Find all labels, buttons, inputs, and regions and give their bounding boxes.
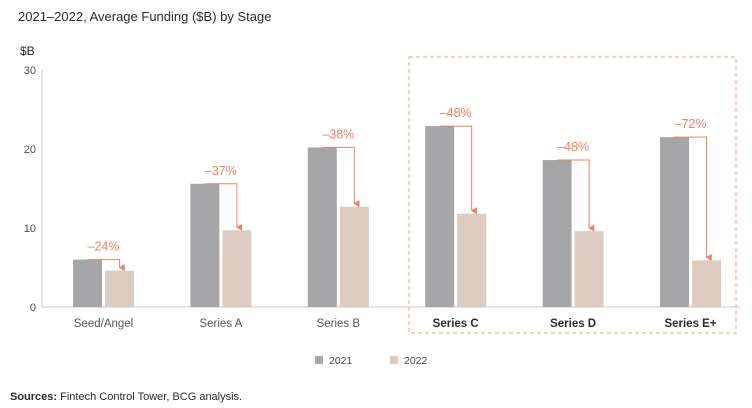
x-axis: Seed/Angel Series A Series B Series C Series…	[74, 318, 717, 330]
legend-label: 2021	[329, 355, 353, 367]
bar-2021	[542, 160, 572, 307]
bar-2022	[457, 213, 487, 307]
change-arrow	[204, 183, 243, 231]
chart-title: 2021–2022, Average Funding ($B) by Stage	[18, 9, 271, 24]
y-tick-label: 0	[30, 302, 36, 314]
y-axis: 0 10 20 30	[24, 65, 740, 314]
x-tick-label: Series D	[550, 318, 596, 330]
highlight-box	[408, 56, 737, 334]
change-label: –48%	[557, 140, 589, 154]
change-arrow	[322, 146, 360, 208]
bar-2021	[660, 137, 689, 307]
bars-layer	[73, 126, 721, 307]
legend-label: 2022	[404, 355, 428, 367]
legend-swatch	[315, 356, 323, 364]
x-tick-label: Series A	[199, 318, 242, 330]
legend-swatch	[390, 356, 398, 364]
bar-2022	[222, 230, 252, 307]
change-label: –72%	[675, 117, 707, 131]
change-label: –37%	[205, 164, 237, 178]
change-annotations: –24% –37% –38% –48% –48% –72%	[87, 106, 712, 272]
y-tick-label: 20	[24, 144, 36, 156]
source-note: Sources: Fintech Control Tower, BCG anal…	[10, 391, 242, 403]
change-label: –48%	[440, 106, 472, 120]
x-tick-label: Series B	[317, 318, 361, 330]
y-tick-label: 10	[24, 223, 36, 235]
y-axis-label: $B	[20, 44, 35, 58]
bar-2022	[339, 206, 369, 307]
legend: 2021 2022	[315, 355, 428, 367]
change-arrow	[674, 136, 712, 261]
source-text: Fintech Control Tower, BCG analysis.	[57, 391, 242, 403]
change-label: –24%	[88, 240, 120, 254]
bar-2021	[190, 183, 220, 307]
change-arrow	[87, 259, 125, 272]
bar-2022	[574, 231, 604, 307]
bar-2022	[692, 260, 721, 307]
bar-2022	[105, 270, 134, 307]
bar-2021	[425, 126, 455, 307]
change-arrow	[557, 159, 595, 232]
bar-2021	[73, 259, 102, 307]
source-prefix: Sources:	[10, 391, 57, 403]
x-tick-label: Series C	[433, 318, 479, 330]
x-tick-label: Seed/Angel	[74, 318, 133, 330]
change-label: –38%	[322, 127, 354, 141]
y-tick-label: 30	[24, 65, 36, 77]
bar-2021	[307, 147, 337, 307]
x-tick-label: Series E+	[664, 318, 716, 330]
change-arrow	[439, 125, 477, 215]
